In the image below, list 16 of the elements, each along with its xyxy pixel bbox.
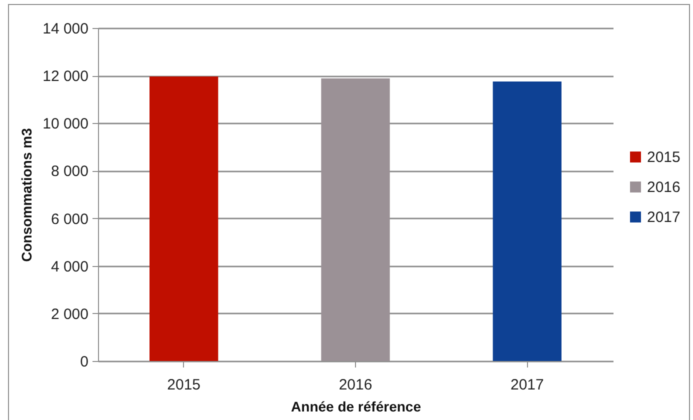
y-tick-label: 12 000 xyxy=(42,68,88,86)
y-tick-label: 8 000 xyxy=(50,163,88,180)
legend-label: 2017 xyxy=(647,209,680,226)
y-tick-label: 2 000 xyxy=(50,306,88,323)
x-tick-label: 2017 xyxy=(510,376,544,394)
legend-label: 2016 xyxy=(647,179,680,196)
x-axis-title: Année de référence xyxy=(291,398,422,414)
y-tick-label: 4 000 xyxy=(50,258,88,276)
x-tick-label: 2016 xyxy=(338,376,372,394)
legend-label: 2015 xyxy=(647,149,680,166)
y-axis-title: Consommations m3 xyxy=(18,128,35,262)
y-tick-label: 0 xyxy=(80,354,88,370)
y-tick-label: 10 000 xyxy=(42,116,88,133)
y-tick-label: 6 000 xyxy=(50,210,88,228)
x-tick-label: 2015 xyxy=(167,376,201,394)
y-tick-label: 14 000 xyxy=(42,20,88,38)
